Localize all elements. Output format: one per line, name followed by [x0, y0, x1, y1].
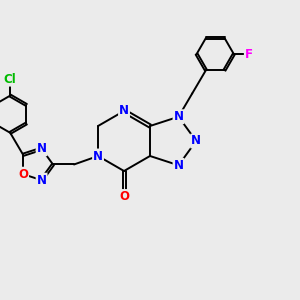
Text: F: F: [245, 48, 253, 61]
Text: Cl: Cl: [4, 73, 16, 85]
Text: O: O: [119, 190, 129, 203]
Text: N: N: [93, 149, 103, 163]
Text: N: N: [173, 110, 184, 123]
Text: N: N: [37, 142, 46, 155]
Text: N: N: [37, 174, 46, 187]
Text: N: N: [119, 104, 129, 118]
Text: N: N: [191, 134, 201, 148]
Text: N: N: [173, 159, 184, 172]
Text: O: O: [18, 168, 28, 181]
